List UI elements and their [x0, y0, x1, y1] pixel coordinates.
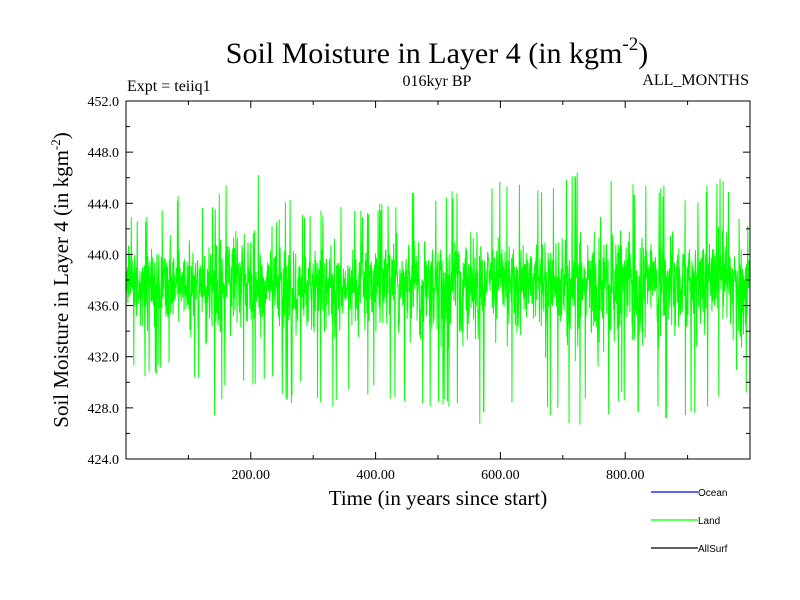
- chart-title: Soil Moisture in Layer 4 (in kgm-2): [226, 34, 648, 70]
- y-tick-label: 452.0: [88, 95, 120, 110]
- x-axis: 200.00 400.00 600.00 800.00: [187, 101, 689, 483]
- subtitle-center: 016kyr BP: [403, 73, 472, 90]
- x-tick-label: 200.00: [232, 468, 271, 483]
- chart-title-close: ): [638, 37, 648, 70]
- y-tick-label: 436.0: [88, 300, 120, 315]
- x-tick-label: 400.00: [356, 468, 395, 483]
- x-axis-label: Time (in years since start): [329, 486, 548, 510]
- y-tick-label: 424.0: [88, 453, 120, 468]
- legend-label-land: Land: [698, 516, 720, 527]
- x-tick-label: 800.00: [606, 468, 645, 483]
- subtitle-left: Expt = teiiq1: [127, 78, 211, 95]
- legend: Ocean Land AllSurf: [651, 488, 728, 555]
- y-axis-label-close: ): [49, 132, 73, 139]
- subtitle-right: ALL_MONTHS: [642, 72, 749, 89]
- y-axis-label-main: Soil Moisture in Layer 4 (in kgm: [49, 150, 73, 428]
- chart-title-main: Soil Moisture in Layer 4 (in kgm: [226, 37, 623, 70]
- y-axis-label-sup: -2: [48, 139, 63, 150]
- land-line: [126, 172, 750, 425]
- legend-label-ocean: Ocean: [698, 488, 727, 499]
- y-tick-label: 428.0: [88, 402, 120, 417]
- y-tick-label: 440.0: [88, 248, 120, 263]
- y-axis-label: Soil Moisture in Layer 4 (in kgm-2): [48, 132, 73, 427]
- x-tick-label: 600.00: [481, 468, 520, 483]
- y-tick-label: 448.0: [88, 146, 120, 161]
- y-tick-label: 444.0: [88, 197, 120, 212]
- y-axis: 424.0 428.0 432.0 436.0 440.0 444.0 448.0 452.0: [88, 95, 750, 468]
- chart-title-sup: -2: [622, 34, 638, 55]
- legend-label-allsurf: AllSurf: [698, 544, 728, 555]
- land-series: [126, 172, 750, 425]
- y-tick-label: 432.0: [88, 351, 120, 366]
